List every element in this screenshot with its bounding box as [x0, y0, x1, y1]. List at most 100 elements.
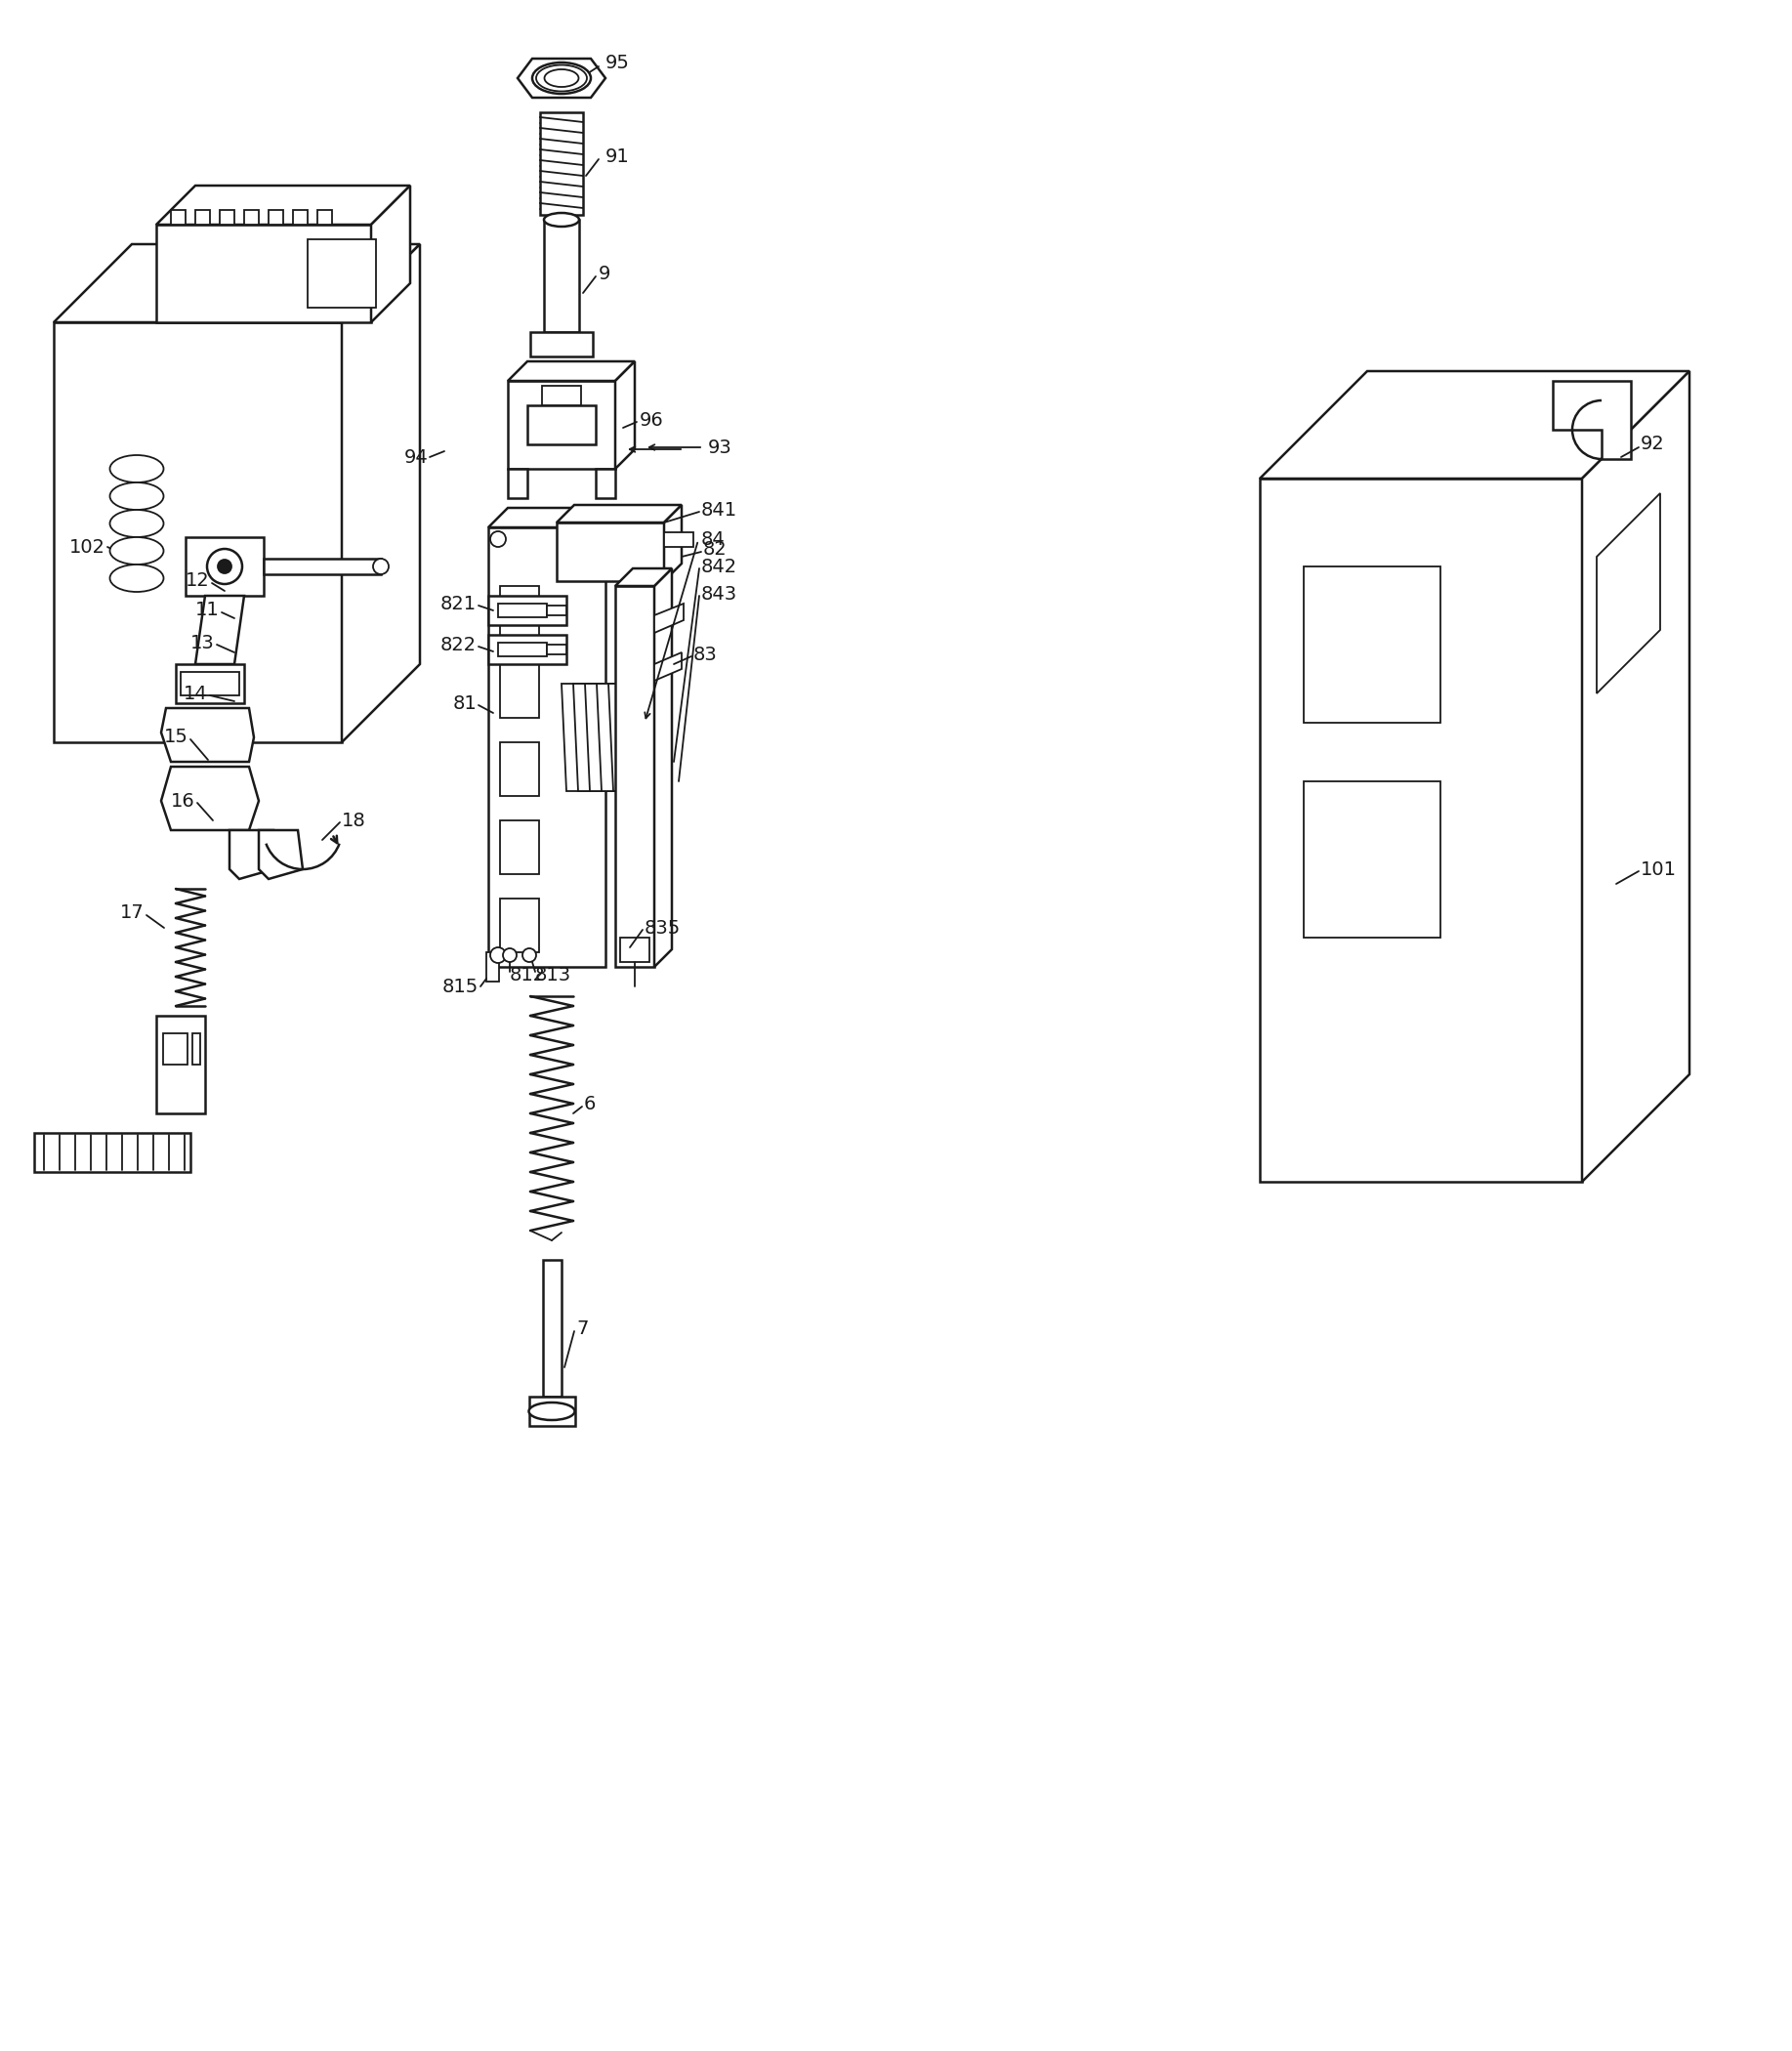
Polygon shape — [547, 644, 566, 654]
Polygon shape — [1305, 566, 1441, 722]
Ellipse shape — [109, 455, 163, 482]
Polygon shape — [34, 1132, 190, 1171]
Text: 12: 12 — [186, 572, 210, 591]
Text: 15: 15 — [165, 728, 188, 747]
Polygon shape — [1552, 381, 1631, 459]
Polygon shape — [220, 209, 235, 226]
Ellipse shape — [529, 1403, 575, 1419]
Polygon shape — [1260, 478, 1582, 1181]
Polygon shape — [507, 381, 615, 470]
Polygon shape — [269, 209, 283, 226]
Ellipse shape — [523, 948, 536, 962]
Polygon shape — [498, 642, 547, 656]
Polygon shape — [156, 226, 371, 322]
Polygon shape — [156, 185, 410, 226]
Text: 14: 14 — [185, 685, 208, 703]
Polygon shape — [507, 470, 527, 498]
Polygon shape — [486, 952, 498, 982]
Text: 18: 18 — [342, 810, 366, 831]
Text: 96: 96 — [640, 410, 663, 429]
Polygon shape — [312, 244, 371, 304]
Polygon shape — [161, 708, 254, 761]
Polygon shape — [530, 332, 593, 357]
Polygon shape — [195, 595, 244, 665]
Polygon shape — [665, 533, 694, 548]
Polygon shape — [163, 1034, 188, 1064]
Ellipse shape — [109, 482, 163, 511]
Polygon shape — [500, 898, 539, 952]
Text: 835: 835 — [645, 919, 681, 937]
Polygon shape — [609, 683, 652, 792]
Polygon shape — [654, 652, 681, 681]
Polygon shape — [54, 244, 419, 322]
Text: 82: 82 — [702, 541, 728, 560]
Ellipse shape — [491, 531, 505, 548]
Polygon shape — [195, 209, 210, 226]
Polygon shape — [498, 603, 547, 617]
Polygon shape — [539, 113, 582, 215]
Polygon shape — [292, 209, 308, 226]
Text: 91: 91 — [606, 148, 629, 166]
Polygon shape — [317, 209, 332, 226]
Polygon shape — [1597, 492, 1659, 693]
Polygon shape — [244, 209, 258, 226]
Polygon shape — [1260, 371, 1690, 478]
Polygon shape — [615, 587, 654, 966]
Polygon shape — [665, 505, 681, 580]
Text: 84: 84 — [701, 529, 726, 548]
Text: 81: 81 — [452, 693, 477, 712]
Ellipse shape — [109, 537, 163, 564]
Text: 821: 821 — [441, 595, 477, 613]
Polygon shape — [543, 1259, 561, 1397]
Text: 101: 101 — [1641, 859, 1677, 878]
Ellipse shape — [504, 948, 516, 962]
Polygon shape — [529, 1397, 575, 1425]
Polygon shape — [308, 240, 376, 308]
Text: 6: 6 — [584, 1095, 597, 1114]
Polygon shape — [654, 568, 672, 966]
Polygon shape — [597, 683, 640, 792]
Polygon shape — [192, 1034, 201, 1064]
Polygon shape — [181, 673, 240, 695]
Text: 13: 13 — [190, 634, 215, 652]
Polygon shape — [545, 219, 579, 332]
Polygon shape — [263, 558, 382, 574]
Polygon shape — [507, 361, 634, 381]
Polygon shape — [547, 605, 566, 615]
Polygon shape — [518, 59, 606, 98]
Polygon shape — [620, 937, 649, 962]
Polygon shape — [371, 185, 410, 322]
Polygon shape — [229, 831, 274, 880]
Text: 17: 17 — [120, 904, 145, 923]
Polygon shape — [615, 361, 634, 470]
Polygon shape — [541, 386, 581, 406]
Polygon shape — [595, 470, 615, 498]
Text: 841: 841 — [701, 500, 738, 519]
Ellipse shape — [109, 511, 163, 537]
Polygon shape — [487, 636, 566, 665]
Text: 813: 813 — [536, 966, 572, 984]
Polygon shape — [1305, 781, 1441, 937]
Polygon shape — [557, 505, 681, 523]
Text: 7: 7 — [577, 1319, 588, 1337]
Polygon shape — [487, 527, 606, 966]
Text: 815: 815 — [443, 976, 478, 995]
Text: 95: 95 — [606, 53, 629, 72]
Ellipse shape — [532, 62, 591, 94]
Polygon shape — [620, 683, 665, 792]
Polygon shape — [54, 322, 342, 742]
Polygon shape — [500, 665, 539, 718]
Polygon shape — [527, 406, 595, 445]
Text: 812: 812 — [509, 966, 547, 984]
Ellipse shape — [109, 564, 163, 593]
Polygon shape — [487, 595, 566, 626]
Ellipse shape — [219, 560, 231, 574]
Polygon shape — [615, 568, 672, 587]
Polygon shape — [161, 767, 258, 831]
Text: 843: 843 — [701, 585, 738, 603]
Ellipse shape — [491, 948, 505, 964]
Polygon shape — [1582, 371, 1690, 1181]
Polygon shape — [500, 587, 539, 640]
Ellipse shape — [545, 70, 579, 86]
Polygon shape — [654, 603, 683, 634]
